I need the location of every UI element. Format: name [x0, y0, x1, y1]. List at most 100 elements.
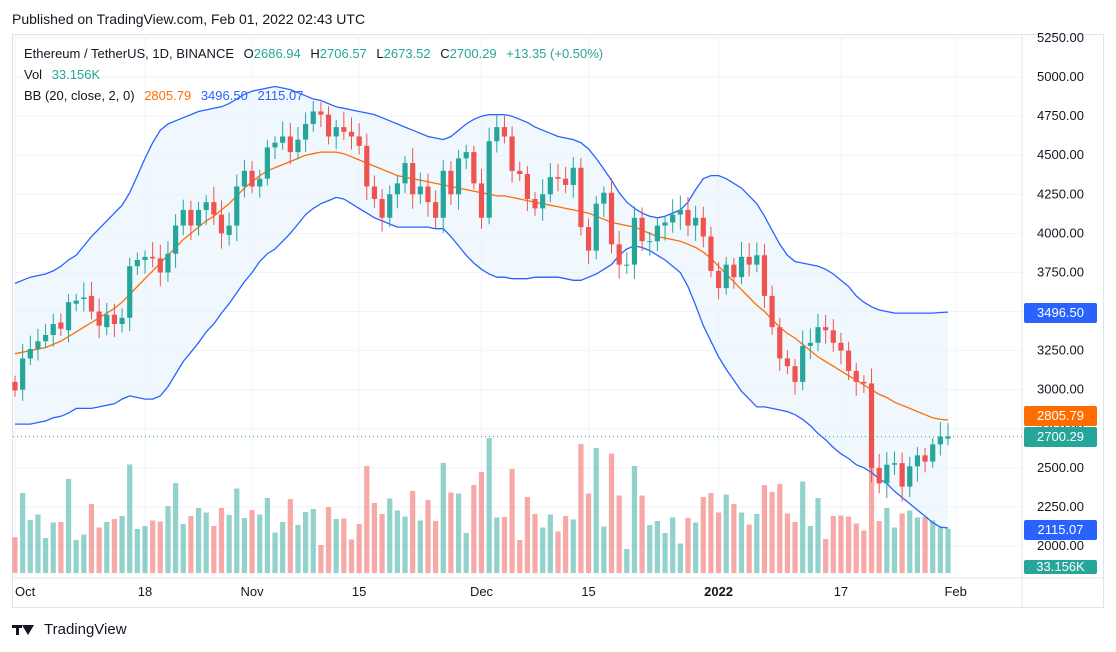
volume-bar: [50, 522, 56, 573]
footer-brand[interactable]: TradingView: [12, 621, 127, 638]
volume-bar: [761, 485, 768, 573]
volume-bar: [838, 515, 844, 573]
candle-body: [486, 141, 492, 218]
candle-body: [280, 136, 286, 143]
volume-bar: [930, 520, 936, 573]
tradingview-logo-icon: [12, 622, 38, 638]
volume-bar: [303, 512, 309, 573]
volume-bar: [907, 510, 913, 573]
candle-body: [945, 436, 951, 439]
candle-body: [50, 324, 56, 335]
bb-lower-value: 2115.07: [257, 88, 304, 103]
volume-bar: [127, 464, 133, 573]
volume-bar: [616, 495, 622, 573]
volume-bar: [417, 520, 423, 573]
candle-body: [180, 209, 186, 226]
volume-bar: [425, 500, 431, 573]
candle-body: [746, 256, 752, 265]
candle-body: [509, 136, 515, 171]
candle-body: [448, 170, 454, 195]
candle-body: [195, 209, 202, 226]
candle-body: [578, 167, 584, 228]
candle-body: [12, 381, 18, 391]
candle-body: [930, 444, 936, 462]
candle-body: [134, 259, 140, 267]
candle-body: [264, 147, 270, 179]
candle-body: [165, 253, 171, 273]
candle-body: [318, 111, 324, 115]
volume-bar: [287, 499, 293, 573]
volume-bar: [509, 469, 515, 573]
bb-fill-area: [15, 86, 948, 529]
candle-body: [241, 170, 248, 187]
x-tick-label: 17: [834, 584, 848, 599]
y-tick-label: 3250.00: [1037, 343, 1084, 358]
candle-body: [127, 266, 133, 318]
candle-body: [20, 358, 26, 390]
high-value: 2706.57: [319, 46, 367, 61]
candle-body: [868, 383, 875, 468]
candle-body: [884, 464, 890, 484]
high-label: H: [310, 46, 320, 61]
candle-body: [907, 466, 913, 487]
candle-body: [455, 158, 462, 195]
candle-body: [654, 225, 660, 242]
bb-upper-value: 3496.50: [200, 88, 248, 103]
volume-bar: [708, 493, 714, 573]
volume-bar: [234, 488, 240, 573]
volume-bar: [471, 485, 477, 573]
volume-bar: [402, 516, 408, 573]
bb-legend[interactable]: BB (20, close, 2, 0) 2805.79 3496.50 211…: [24, 88, 309, 103]
volume-bar: [142, 526, 148, 573]
y-tick-label: 3000.00: [1037, 382, 1084, 397]
volume-bar: [670, 517, 676, 573]
x-tick-label: 15: [581, 584, 595, 599]
candle-body: [157, 258, 163, 273]
volume-bar: [868, 438, 875, 573]
candle-body: [356, 136, 362, 146]
bb-lower-line: [15, 196, 949, 529]
candle-body: [348, 131, 355, 137]
y-tick-label: 4250.00: [1037, 186, 1084, 201]
candle-body: [540, 194, 546, 209]
y-tick-label: 5000.00: [1037, 69, 1084, 84]
volume-bar: [517, 540, 523, 573]
candle-body: [433, 202, 439, 218]
volume-bar: [81, 534, 87, 573]
candle-body: [88, 295, 95, 312]
volume-bar: [501, 517, 508, 573]
volume-bar: [371, 503, 378, 573]
volume-legend[interactable]: Vol 33.156K: [24, 67, 106, 82]
candle-body: [111, 314, 118, 325]
volume-bar: [608, 453, 615, 573]
y-tick-label: 5250.00: [1037, 30, 1084, 45]
volume-bar: [211, 526, 217, 573]
volume-bar: [524, 497, 530, 573]
volume-price-tag: 33.156K: [1024, 560, 1097, 574]
volume-bar: [807, 526, 813, 573]
candle-body: [792, 366, 798, 382]
volume-bar: [280, 522, 286, 573]
candle-body: [845, 350, 852, 371]
volume-bar: [463, 533, 469, 573]
candle-body: [570, 167, 576, 185]
volume-bar: [685, 518, 691, 573]
volume-bar: [218, 508, 225, 573]
symbol-title[interactable]: Ethereum / TetherUS, 1D, BINANCE: [24, 46, 235, 61]
volume-bar: [165, 506, 171, 573]
change-value: +13.35 (+0.50%): [506, 46, 604, 61]
candle-body: [876, 467, 882, 484]
volume-bar: [884, 508, 890, 573]
volume-bar: [784, 513, 791, 573]
volume-bar: [180, 524, 186, 573]
y-tick-label: 3750.00: [1037, 264, 1084, 279]
bb-mid-price-tag: 2805.79: [1024, 406, 1097, 426]
volume-bar: [73, 540, 79, 573]
candle-body: [218, 214, 225, 234]
candle-body: [731, 264, 737, 278]
candle-body: [662, 222, 668, 226]
volume-bar: [379, 514, 385, 573]
candle-body: [387, 194, 393, 218]
volume-bar: [555, 531, 561, 573]
y-tick-label: 2500.00: [1037, 460, 1084, 475]
